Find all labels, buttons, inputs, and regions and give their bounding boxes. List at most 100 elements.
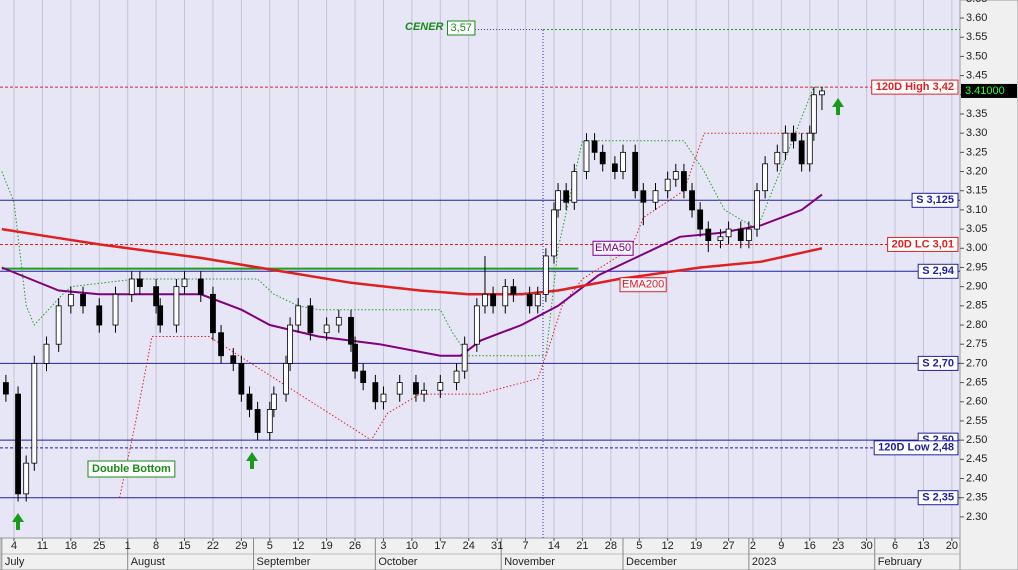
y-tick-label: 3.30 [966, 127, 987, 139]
candle-body [571, 171, 578, 203]
candle-body [96, 305, 103, 326]
x-tick-label: 12 [292, 540, 304, 552]
level-label: 120D Low 2,48 [878, 442, 954, 454]
candle-body [563, 190, 570, 203]
level-label-box [911, 192, 959, 208]
candle-body [754, 190, 760, 230]
candle-body [254, 409, 261, 433]
x-tick-label: 11 [37, 540, 48, 552]
series-label: EMA50 [595, 242, 631, 254]
candle-body [705, 228, 712, 242]
candle-body [542, 255, 549, 295]
y-tick-label: 3.20 [966, 165, 987, 177]
x-tick-label: 5 [267, 540, 273, 552]
series-label: EMA200 [622, 279, 664, 291]
x-tick-label: 19 [321, 540, 333, 552]
x-tick-label: 15 [178, 540, 190, 552]
y-tick-label: 3.25 [966, 146, 987, 158]
candle-body [23, 462, 30, 495]
candle-body [737, 228, 744, 242]
x-tick-label: 5 [636, 540, 642, 552]
month-label: July [5, 556, 25, 568]
candle-body [502, 286, 509, 307]
candle-body [136, 278, 143, 288]
candle-body [270, 393, 277, 410]
title-price-box [447, 20, 476, 36]
x-tick-label: 30 [860, 540, 872, 552]
x-tick-label: 12 [662, 540, 674, 552]
x-tick-label: 6 [892, 540, 898, 552]
month-label: August [131, 556, 165, 568]
month-label: 2023 [752, 556, 776, 568]
candle-body [197, 278, 204, 295]
x-tick-label: 14 [548, 540, 560, 552]
y-tick-label: 2.40 [966, 472, 987, 484]
x-tick-label: 24 [463, 540, 475, 552]
y-tick-label: 2.80 [966, 319, 987, 331]
y-tick-label: 2.45 [966, 453, 987, 465]
x-tick-label: 21 [576, 540, 588, 552]
candle-body [790, 132, 797, 142]
y-tick-label: 2.75 [966, 338, 987, 350]
candle-body [798, 140, 805, 165]
candle-body [461, 343, 468, 372]
candle-body [295, 305, 302, 326]
candle-body [490, 293, 496, 307]
y-tick-label: 3.00 [966, 242, 987, 254]
x-tick-label: 20 [946, 540, 958, 552]
chart-title: CENER [405, 21, 444, 33]
candle-body [664, 178, 671, 192]
candle-body [762, 163, 769, 192]
y-tick-label: 3.05 [966, 223, 987, 235]
candle-body [453, 370, 460, 383]
x-tick-label: 27 [722, 540, 734, 552]
candle-body [157, 305, 164, 326]
pattern-label: Double Bottom [92, 463, 171, 475]
x-tick-label: 18 [65, 540, 77, 552]
y-tick-label: 3.60 [966, 12, 987, 24]
x-tick-label: 31 [491, 540, 503, 552]
month-label: November [504, 556, 555, 568]
candle-body [112, 293, 119, 326]
candle-body [210, 293, 216, 334]
candle-body [632, 151, 639, 192]
y-tick-label: 2.50 [966, 434, 987, 446]
x-tick-label: 22 [207, 540, 219, 552]
candle-body [218, 332, 224, 357]
y-tick-label: 2.95 [966, 261, 987, 273]
y-tick-label: 2.55 [966, 415, 987, 427]
series-label-box [619, 277, 667, 293]
x-tick-label: 7 [523, 540, 529, 552]
labels: 2.30 2.35 2.40 2.45 2.50 2.55 2.60 2.65 2.70 2.75… [5, 0, 1017, 568]
candle-body [583, 140, 590, 172]
y-tick-label: 3.65 [966, 0, 987, 5]
marks [0, 29, 960, 502]
level-label-box [917, 355, 959, 371]
ema-line [1, 227, 823, 296]
level-label: S 2,35 [922, 492, 954, 504]
candle-body [725, 228, 732, 238]
candle-body [473, 305, 480, 345]
candle-body [31, 362, 38, 464]
x-tick-label: 23 [832, 540, 844, 552]
x-tick-label: 17 [434, 540, 446, 552]
candle-body [534, 293, 541, 307]
x-tick-label: 4 [11, 540, 17, 552]
candle-body [15, 393, 21, 495]
y-tick-label: 3.15 [966, 185, 987, 197]
y-tick-label: 2.90 [966, 281, 987, 293]
candle-body [510, 286, 517, 295]
candle-body [323, 324, 330, 334]
candle-body [421, 389, 427, 395]
x-tick-label: 10 [406, 540, 418, 552]
month-label: December [626, 556, 677, 568]
candle-body [591, 140, 598, 153]
x-tick-label: 9 [778, 540, 784, 552]
candle-body [551, 209, 557, 257]
candle-body [335, 316, 342, 326]
x-tick-label: 29 [235, 540, 247, 552]
candle-body [482, 293, 488, 307]
candle-body [774, 151, 781, 165]
x-tick-label: 26 [349, 540, 361, 552]
candle-body [283, 362, 289, 395]
